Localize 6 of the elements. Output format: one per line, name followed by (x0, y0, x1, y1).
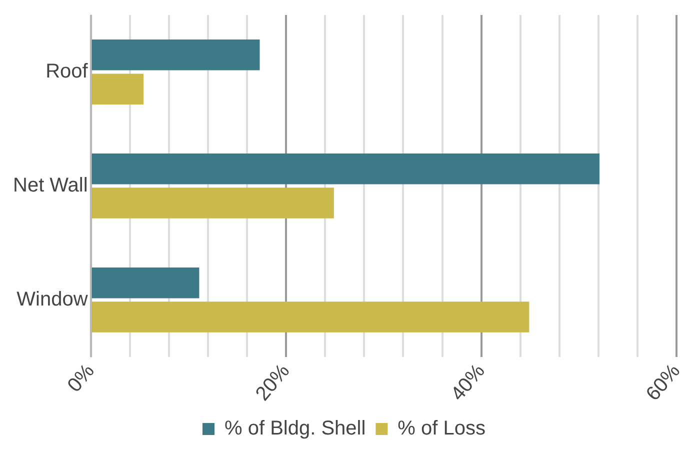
x-tick-label: 0% (63, 360, 100, 397)
y-tick-label: Net Wall (12, 174, 88, 196)
y-tick-label: Window (16, 288, 88, 310)
legend-label: % of Bldg. Shell (224, 418, 366, 440)
y-tick-label: Roof (46, 60, 88, 82)
legend-label: % of Loss (398, 418, 486, 440)
